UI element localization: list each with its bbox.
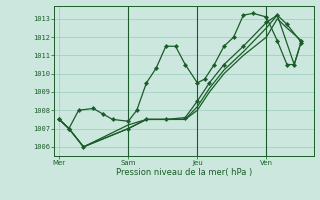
X-axis label: Pression niveau de la mer( hPa ): Pression niveau de la mer( hPa ) [116, 168, 252, 177]
